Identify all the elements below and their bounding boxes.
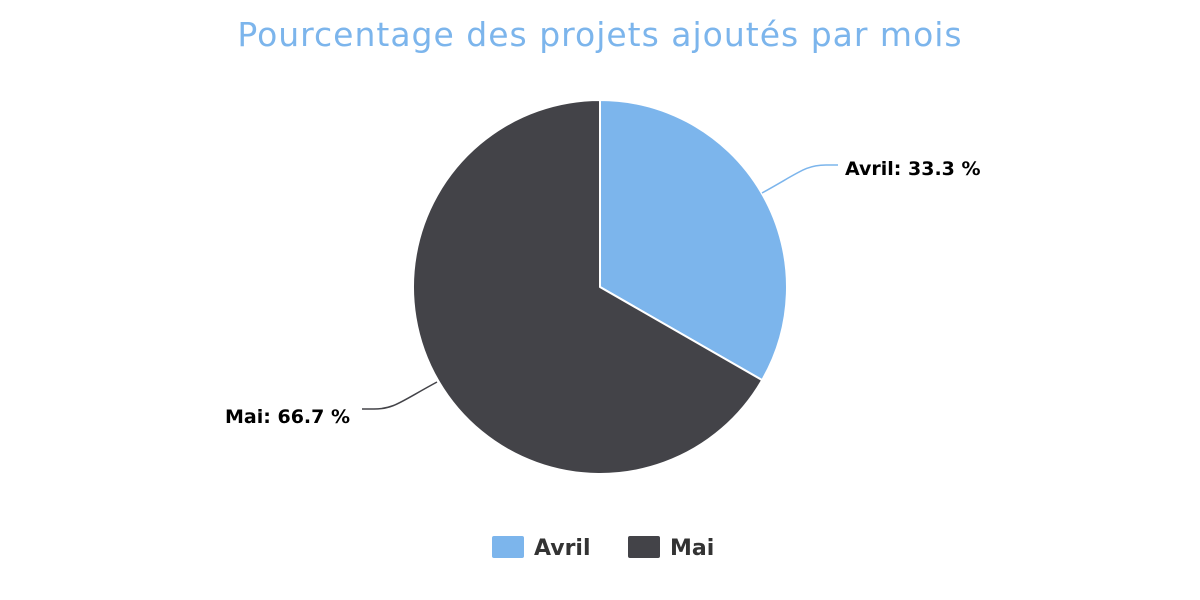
legend-swatch-avril [492, 536, 524, 558]
legend-item-avril[interactable]: Avril [492, 536, 591, 561]
data-label-connectors [362, 164, 838, 410]
legend-label-avril: Avril [534, 536, 591, 561]
data-labels: Avril: 33.3 % Mai: 66.7 % [225, 158, 981, 428]
connector-mai [362, 381, 438, 410]
pie-slice-mai[interactable] [412, 99, 764, 475]
pie-slices [412, 99, 788, 475]
connector-avril [761, 164, 838, 194]
pie-slice-avril[interactable] [599, 99, 788, 382]
chart-title: Pourcentage des projets ajoutés par mois [237, 15, 962, 54]
data-label-avril: Avril: 33.3 % [845, 158, 981, 180]
legend-item-mai[interactable]: Mai [628, 536, 714, 561]
legend-swatch-mai [628, 536, 660, 558]
data-label-mai: Mai: 66.7 % [225, 406, 350, 428]
legend: Avril Mai [492, 536, 714, 561]
legend-label-mai: Mai [670, 536, 714, 561]
